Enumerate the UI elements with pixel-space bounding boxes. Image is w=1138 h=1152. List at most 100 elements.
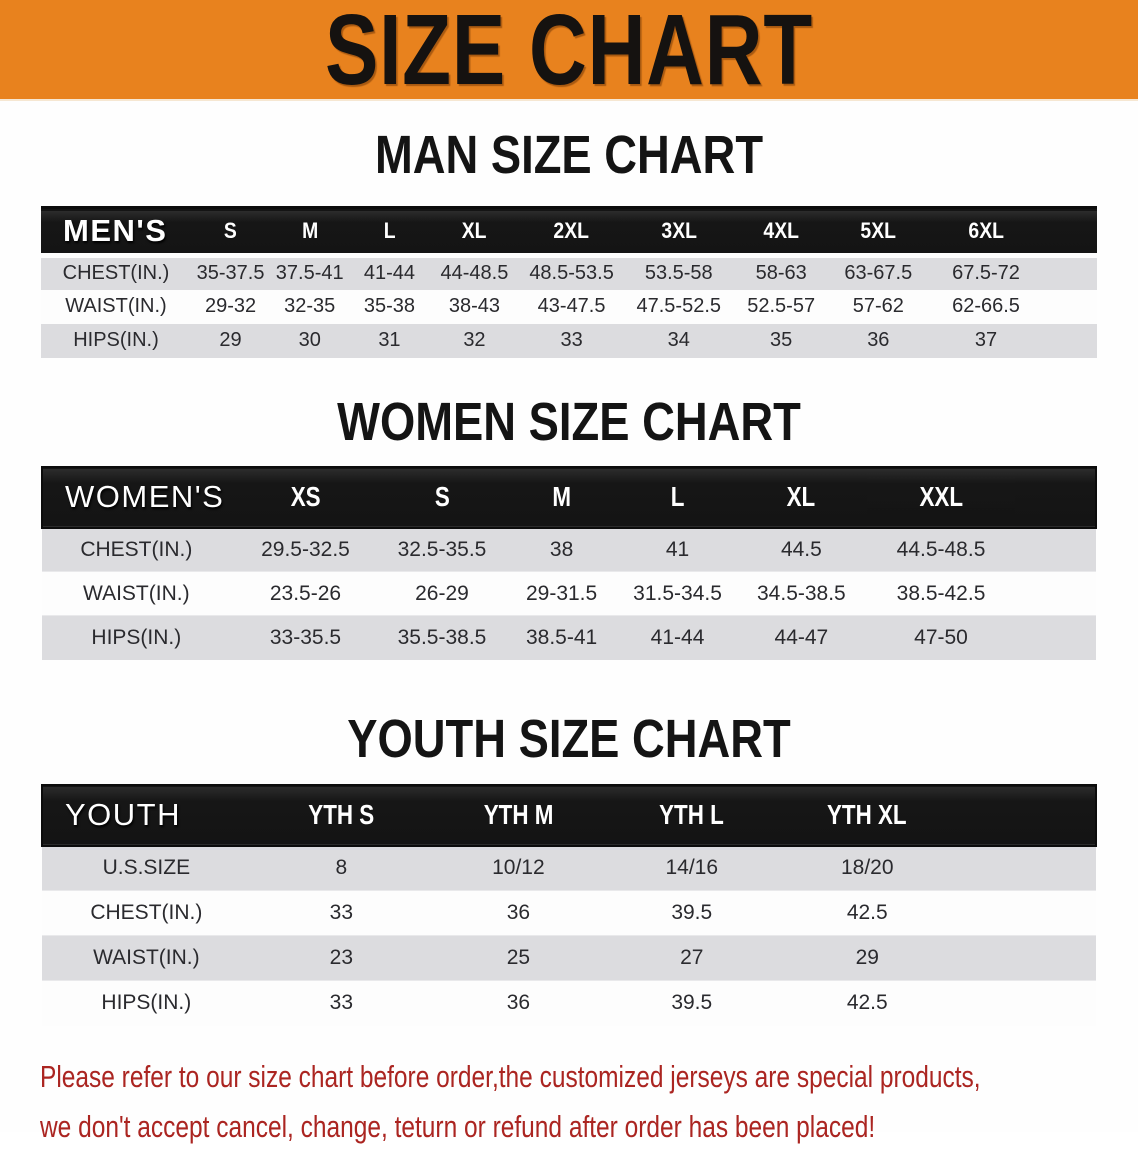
cell: 33 [250,890,432,936]
table-header-row: YOUTH YTH S YTH M YTH L YTH XL [42,784,1096,846]
cell: 41 [619,527,736,572]
women-size-table: WOMEN'S XS S M L XL XXL CHEST(IN.) 29.5-32.5 32.5… [41,466,1097,660]
cell-filler [1044,289,1097,324]
youth-size-table: YOUTH YTH S YTH M YTH L YTH XL U.S.SIZE 8 10/12… [41,784,1097,1026]
column-header: 2XL [553,218,590,243]
cell: 10/12 [431,845,605,891]
column-header: 4XL [763,218,799,243]
cell-filler [1044,323,1097,358]
row-label: HIPS(IN.) [42,980,251,1026]
table-header-row: WOMEN'S XS S M L XL XXL [42,466,1096,528]
disclaimer: Please refer to our size chart before or… [40,1052,1138,1152]
column-header: YTH S [308,799,375,830]
cell: 27 [604,935,779,981]
cell: 38.5-42.5 [867,571,1015,616]
column-header: S [224,218,237,243]
cell-filler [955,980,1096,1026]
row-label: WAIST(IN.) [42,935,251,981]
column-header: S [434,481,450,512]
cell: 37.5-41 [270,253,350,290]
cell-filler [1014,571,1096,616]
cell: 35 [733,323,829,358]
table-row: U.S.SIZE 8 10/12 14/16 18/20 [42,845,1096,891]
column-header: M [301,218,318,243]
cell: 23 [250,935,432,981]
cell: 62-66.5 [927,289,1045,324]
cell: 42.5 [778,980,956,1026]
cell-filler [955,935,1096,981]
cell: 39.5 [604,890,779,936]
row-label: CHEST(IN.) [42,527,231,572]
cell: 52.5-57 [733,289,829,324]
cell: 34.5-38.5 [735,571,868,616]
cell: 29-31.5 [503,571,620,616]
cell-filler [1014,615,1096,660]
cell: 18/20 [778,845,956,891]
cell: 23.5-26 [230,571,381,616]
cell: 36 [431,890,605,936]
cell: 38 [503,527,620,572]
cell: 53.5-58 [623,253,734,290]
cell: 67.5-72 [927,253,1045,290]
column-header: M [552,481,571,512]
column-header: YTH M [483,799,554,830]
cell: 35-38 [349,289,430,324]
cell: 29 [778,935,956,981]
cell: 33 [250,980,432,1026]
table-row: CHEST(IN.) 29.5-32.5 32.5-35.5 38 41 44.5 44.5… [42,527,1096,572]
cell: 36 [828,323,928,358]
cell: 42.5 [778,890,956,936]
cell: 26-29 [380,571,504,616]
cell: 39.5 [604,980,779,1026]
table-title: MEN'S [63,213,168,248]
cell: 58-63 [733,253,829,290]
row-label: U.S.SIZE [42,845,251,891]
cell: 63-67.5 [828,253,928,290]
cell: 35.5-38.5 [380,615,504,660]
cell: 38.5-41 [503,615,620,660]
cell: 14/16 [604,845,779,891]
cell: 29 [190,323,271,358]
cell: 31.5-34.5 [619,571,736,616]
table-row: CHEST(IN.) 35-37.5 37.5-41 41-44 44-48.5 48.5… [41,253,1097,290]
column-header: L [670,481,685,512]
table-title: WOMEN'S [65,479,225,514]
cell: 33-35.5 [230,615,381,660]
section-heading-women: WOMEN SIZE CHART [337,391,801,452]
cell: 30 [270,323,350,358]
cell: 41-44 [349,253,430,290]
column-header: XS [290,481,321,512]
section-heading-youth: YOUTH SIZE CHART [347,708,791,769]
cell: 32 [429,323,520,358]
cell: 47-50 [867,615,1015,660]
column-header: YTH L [659,799,725,830]
table-header-row: MEN'S S M L XL 2XL 3XL 4XL 5XL 6XL [41,207,1097,256]
cell: 57-62 [828,289,928,324]
table-row: HIPS(IN.) 29 30 31 32 33 34 35 36 37 [41,323,1097,358]
cell: 44.5 [735,527,868,572]
cell: 34 [623,323,734,358]
cell: 32.5-35.5 [380,527,504,572]
cell: 38-43 [429,289,520,324]
cell: 43-47.5 [519,289,624,324]
column-header: XL [462,218,487,243]
column-header: 5XL [860,218,897,243]
cell: 35-37.5 [190,253,271,290]
cell: 41-44 [619,615,736,660]
column-header: 3XL [660,218,697,243]
cell: 25 [431,935,605,981]
men-size-table: MEN'S S M L XL 2XL 3XL 4XL 5XL 6XL CHEST(IN.) 35-37… [41,206,1097,358]
table-row: WAIST(IN.) 23 25 27 29 [42,935,1096,981]
cell-filler [1044,253,1097,290]
section-heading-man: MAN SIZE CHART [374,125,764,185]
row-label: WAIST(IN.) [41,289,191,324]
table-title: YOUTH [65,797,181,832]
cell: 48.5-53.5 [519,253,624,290]
row-label: HIPS(IN.) [42,615,231,660]
table-row: WAIST(IN.) 23.5-26 26-29 29-31.5 31.5-34.5 34… [42,571,1096,616]
column-header: XXL [919,481,963,512]
cell: 31 [349,323,430,358]
header-filler [1044,208,1097,256]
cell: 47.5-52.5 [623,289,734,324]
cell: 29.5-32.5 [230,527,381,572]
